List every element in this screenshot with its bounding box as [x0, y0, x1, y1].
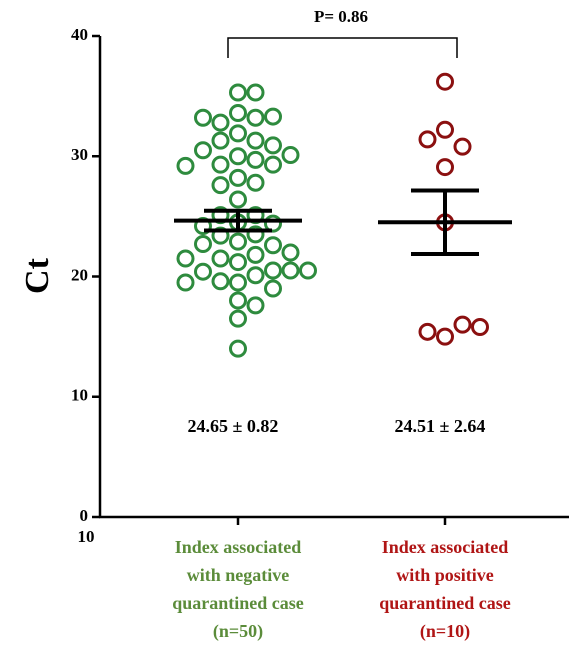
data-point — [211, 226, 230, 245]
data-point — [281, 146, 300, 165]
data-point — [246, 108, 265, 127]
x-tick-label: (n=10) — [420, 621, 470, 642]
data-point — [246, 131, 265, 150]
axis-note: 10 — [78, 527, 95, 546]
data-point — [264, 279, 282, 298]
x-tick-label: with negative — [187, 565, 290, 585]
data-point — [194, 108, 212, 127]
significance-bracket — [227, 37, 458, 58]
y-tick-label: 10 — [71, 386, 88, 405]
data-point — [229, 147, 247, 166]
y-tick-label: 0 — [80, 506, 89, 525]
data-point — [194, 141, 212, 160]
data-point — [471, 318, 489, 337]
data-point — [246, 296, 265, 315]
data-point — [229, 309, 247, 328]
data-point — [194, 216, 212, 235]
data-point — [246, 225, 265, 244]
data-point — [281, 261, 300, 280]
data-point — [211, 176, 230, 195]
data-point — [246, 150, 265, 169]
p-value: P= 0.86 — [314, 7, 368, 26]
data-point — [264, 136, 282, 155]
data-point — [264, 236, 282, 255]
x-tick-label: quarantined case — [379, 593, 511, 613]
data-point — [211, 249, 230, 268]
data-point — [246, 245, 265, 264]
data-point — [229, 273, 247, 292]
y-axis-label: Ct — [19, 257, 56, 294]
data-point — [229, 232, 247, 251]
x-tick-label: Index associated — [175, 537, 302, 557]
y-tick-label: 40 — [71, 25, 88, 44]
data-point — [229, 124, 247, 143]
data-point — [194, 235, 212, 254]
data-point — [229, 190, 247, 209]
data-point — [229, 168, 247, 187]
data-point — [436, 72, 454, 91]
data-point — [229, 253, 247, 272]
data-point — [264, 214, 282, 233]
x-tick-label: quarantined case — [172, 593, 304, 613]
data-point — [211, 155, 230, 174]
data-point — [281, 243, 300, 262]
data-point — [246, 83, 265, 102]
y-tick-label: 20 — [71, 265, 88, 284]
data-point — [211, 113, 230, 132]
data-point — [418, 322, 437, 341]
summary-label: 24.51 ± 2.64 — [395, 416, 486, 436]
x-tick-label: (n=50) — [213, 621, 263, 642]
data-point — [246, 206, 265, 225]
data-point — [229, 339, 247, 358]
data-point — [229, 291, 247, 310]
data-point — [436, 158, 454, 177]
data-point — [176, 273, 195, 292]
data-point — [211, 206, 230, 225]
data-point — [299, 261, 317, 280]
data-point — [176, 156, 195, 175]
summary-label: 24.65 ± 0.82 — [188, 416, 279, 436]
data-point — [453, 137, 472, 156]
data-point — [229, 83, 247, 102]
data-point — [264, 107, 282, 126]
x-tick-label: with positive — [396, 565, 494, 585]
y-tick-label: 30 — [71, 145, 88, 164]
data-point — [194, 262, 212, 281]
data-point — [453, 315, 472, 334]
data-point — [246, 266, 265, 285]
data-point — [211, 272, 230, 291]
data-point — [436, 327, 454, 346]
x-tick-label: Index associated — [382, 537, 509, 557]
data-point — [246, 173, 265, 192]
data-point — [264, 261, 282, 280]
data-point — [264, 155, 282, 174]
data-point — [229, 103, 247, 122]
data-point — [436, 120, 454, 139]
data-point — [418, 130, 437, 149]
data-point — [176, 249, 195, 268]
data-point — [211, 131, 230, 150]
